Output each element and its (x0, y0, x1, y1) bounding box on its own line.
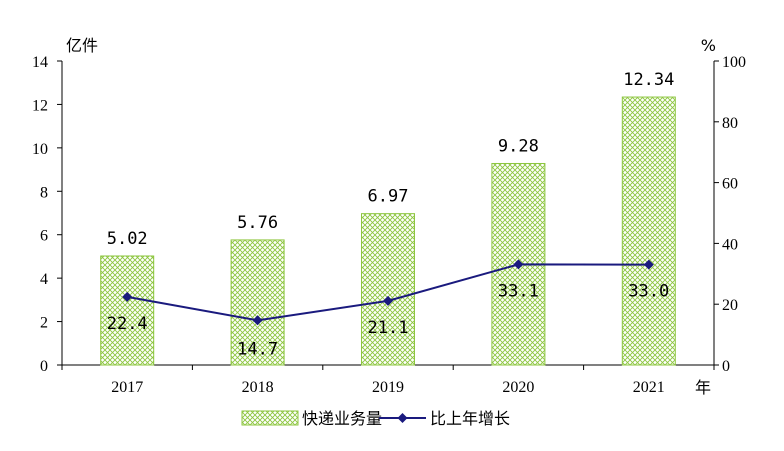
growth-value-label: 33.0 (628, 282, 669, 302)
legend-label-bar: 快递业务量 (302, 409, 382, 428)
y-right-tick-label: 100 (722, 54, 746, 71)
legend-swatch-bar (241, 410, 299, 426)
y-right-tick-label: 80 (722, 115, 738, 132)
bar-value-label: 12.34 (623, 70, 674, 90)
bars (100, 96, 676, 366)
y-left-unit: 亿件 (66, 36, 98, 55)
y-right-unit: % (701, 36, 716, 55)
bar (230, 239, 285, 366)
x-tick-label: 2017 (111, 379, 143, 396)
x-tick-label: 2020 (502, 379, 534, 396)
growth-marker (513, 259, 524, 270)
y-left-tick-label: 8 (40, 184, 48, 201)
y-left-tick-label: 10 (32, 141, 48, 158)
legend-marker (397, 413, 408, 423)
y-left-tick-label: 6 (40, 228, 48, 245)
growth-marker (122, 291, 133, 302)
growth-marker (643, 259, 654, 270)
y-right-tick-label: 40 (722, 236, 738, 253)
bar (361, 213, 415, 366)
growth-marker (383, 295, 393, 306)
y-left-tick-label: 0 (40, 358, 48, 375)
growth-value-label: 14.7 (237, 339, 278, 359)
growth-value-label: 22.4 (107, 314, 148, 334)
y-left-tick-label: 4 (40, 271, 48, 288)
growth-marker (252, 315, 263, 326)
x-unit: 年 (695, 378, 711, 397)
y-left-tick-label: 14 (32, 54, 48, 71)
y-right-tick-label: 20 (722, 297, 738, 314)
growth-value-label: 33.1 (498, 281, 539, 301)
bar-value-label: 5.02 (107, 229, 148, 249)
y-left-tick-label: 12 (32, 97, 48, 114)
legend-label-line: 比上年增长 (430, 409, 510, 428)
y-left-tick-label: 2 (40, 315, 48, 332)
y-right-tick-label: 0 (722, 358, 730, 375)
value-labels: 5.02 5.76 6.97 9.28 12.34 22.4 14.7 21.1 33.1 33.… (107, 70, 675, 359)
bar-value-label: 9.28 (498, 136, 539, 156)
growth-line (122, 259, 654, 326)
bar-value-label: 5.76 (237, 213, 278, 233)
bar-value-label: 6.97 (368, 187, 409, 207)
x-tick-label: 2019 (372, 379, 404, 396)
growth-value-label: 21.1 (368, 318, 409, 338)
legend: 快递业务量 比上年增长 (241, 409, 510, 428)
bar (100, 255, 155, 366)
bar (621, 96, 676, 366)
y-right-tick-label: 60 (722, 176, 738, 193)
axes: 0 2 4 6 8 10 12 14 0 20 40 60 80 100 2017 2018 2019 2020 2… (32, 36, 746, 397)
x-tick-label: 2018 (242, 379, 274, 396)
x-tick-label: 2021 (633, 379, 665, 396)
